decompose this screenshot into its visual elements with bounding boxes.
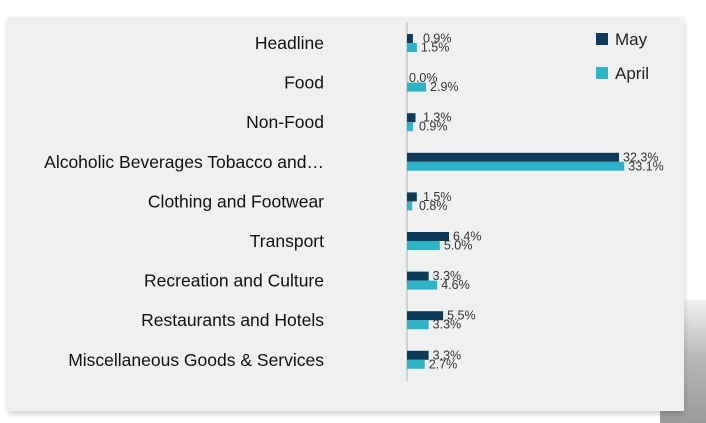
chart-card: Headline 0.9% 1.5% Food 0.0% 2.9% Non-Food 1.3%…	[8, 17, 684, 411]
category-label: Transport	[250, 231, 324, 251]
data-label-may: 3.3%	[433, 269, 462, 283]
legend-label-april: April	[615, 64, 649, 83]
category-label: Restaurants and Hotels	[141, 310, 324, 330]
bar-april	[407, 82, 427, 92]
category-label: Food	[284, 73, 324, 93]
data-label-april: 5.0%	[444, 239, 473, 253]
bar-april	[407, 359, 425, 369]
bar-may	[407, 232, 450, 241]
data-label-may: 1.3%	[423, 111, 452, 125]
category-label: Recreation and Culture	[144, 271, 324, 291]
data-label-may: 5.5%	[447, 309, 476, 323]
bar-april	[407, 241, 440, 250]
data-label-april: 0.9%	[419, 120, 448, 134]
data-label-april: 4.6%	[441, 278, 470, 292]
bar-april	[407, 122, 413, 132]
category-label: Alcoholic Beverages Tobacco and…	[44, 152, 324, 172]
bar-may	[407, 192, 417, 202]
bar-may	[407, 350, 429, 360]
bar-may	[407, 311, 444, 321]
data-label-may: 0.9%	[423, 32, 452, 46]
data-label-april: 2.7%	[429, 357, 458, 371]
bar-chart: Headline 0.9%1.5%Food 0.0%2.9%Non-Food 1.3%…	[44, 22, 664, 381]
data-label-april: 2.9%	[430, 80, 459, 94]
bar-april	[407, 161, 625, 171]
data-label-april: 33.1%	[628, 159, 663, 173]
legend-label-may: May	[615, 30, 648, 49]
category-label: Headline	[255, 33, 324, 53]
data-label-may: 1.5%	[423, 190, 452, 204]
category-label: Miscellaneous Goods & Services	[68, 350, 324, 370]
bar-april	[407, 280, 438, 290]
bar-april	[407, 320, 429, 330]
category-label: Non-Food	[246, 112, 324, 132]
bar-may	[407, 152, 619, 162]
bar-april	[407, 201, 413, 211]
data-label-may: 0.0%	[409, 71, 438, 85]
data-label-april: 1.5%	[421, 41, 450, 55]
bar-april	[407, 43, 417, 52]
data-label-may: 32.3%	[623, 150, 658, 164]
category-label: Clothing and Footwear	[148, 191, 324, 211]
data-label-may: 3.3%	[433, 348, 462, 362]
bar-may	[407, 113, 416, 123]
data-label-may: 6.4%	[453, 230, 482, 244]
legend-swatch-april	[596, 67, 608, 79]
data-label-april: 0.8%	[419, 199, 448, 213]
legend-swatch-may	[596, 33, 608, 45]
bar-may	[407, 271, 429, 281]
bar-may	[407, 34, 413, 43]
data-label-april: 3.3%	[433, 318, 462, 332]
